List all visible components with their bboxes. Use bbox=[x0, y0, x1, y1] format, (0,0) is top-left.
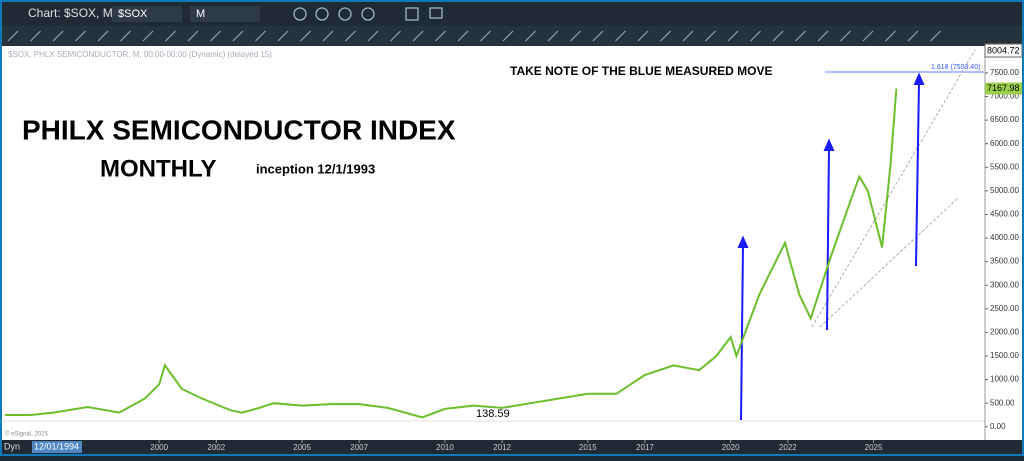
y-tick-label: 3000.00 bbox=[990, 280, 1019, 289]
tool-icon bbox=[750, 30, 761, 42]
tool-icon bbox=[727, 30, 739, 42]
tool-icon bbox=[255, 30, 266, 42]
plot-area bbox=[2, 46, 985, 440]
y-tick-label: 3500.00 bbox=[990, 257, 1019, 266]
cursor-date-box bbox=[32, 441, 82, 453]
tool-icon bbox=[457, 30, 469, 42]
interval-box[interactable] bbox=[190, 6, 260, 22]
tool-icon bbox=[390, 30, 401, 42]
y-tick-label: 1000.00 bbox=[990, 375, 1019, 384]
tool-icon bbox=[165, 30, 176, 42]
x-tick-label: 2017 bbox=[636, 443, 654, 452]
symbol[interactable]: $SOX bbox=[118, 8, 148, 20]
last-price-box bbox=[985, 82, 1022, 95]
y-tick-label: 2000.00 bbox=[990, 328, 1019, 337]
tool-icon bbox=[412, 30, 424, 42]
tool-icon bbox=[885, 30, 896, 42]
x-tick-label: 2010 bbox=[436, 443, 454, 452]
tool-icon bbox=[525, 30, 536, 42]
annotation: TAKE NOTE OF THE BLUE MEASURED MOVE bbox=[510, 64, 772, 78]
price-line bbox=[4, 88, 898, 419]
top-label-box bbox=[984, 43, 1023, 58]
x-tick-label: 2002 bbox=[207, 443, 225, 452]
symbol-box[interactable] bbox=[112, 6, 182, 22]
x-tick-label: 2007 bbox=[350, 443, 368, 452]
window-title: Chart: $SOX, M bbox=[28, 6, 113, 20]
y-tick-label: 6500.00 bbox=[990, 115, 1019, 124]
x-tick-label: 2005 bbox=[293, 443, 311, 452]
chart-subtitle: MONTHLY bbox=[100, 155, 216, 182]
tool-icon bbox=[435, 30, 446, 42]
channel bbox=[811, 49, 976, 328]
tool-icon bbox=[570, 30, 581, 42]
tool-icon bbox=[187, 30, 199, 42]
tool-icon bbox=[232, 30, 244, 42]
tool-icon bbox=[142, 30, 154, 42]
price-axis bbox=[985, 46, 1022, 440]
y-tick-label: 2500.00 bbox=[990, 304, 1019, 313]
fib-label: 1.618 (7503.40) bbox=[931, 64, 980, 71]
time-axis bbox=[2, 440, 1022, 454]
tool-icon bbox=[682, 30, 694, 42]
tool-icon bbox=[97, 30, 109, 42]
tool-icon bbox=[547, 30, 559, 42]
tool-icon bbox=[30, 30, 41, 42]
tool-icon bbox=[840, 30, 851, 42]
chart-header: $SOX, PHLX SEMICONDUCTOR, M, 00:00-00:00… bbox=[8, 50, 272, 59]
chart-title: PHILX SEMICONDUCTOR INDEX bbox=[22, 114, 456, 145]
tool-icon bbox=[930, 30, 941, 42]
tool-icon bbox=[75, 30, 86, 42]
toolbar-icons[interactable] bbox=[293, 7, 443, 21]
measured-moves bbox=[737, 72, 925, 421]
y-tick-label: 1500.00 bbox=[990, 351, 1019, 360]
tool-icon bbox=[772, 30, 784, 42]
y-tick-label: 6000.00 bbox=[990, 139, 1019, 148]
last-price: 7167.98 bbox=[987, 83, 1020, 93]
note: inception 12/1/1993 bbox=[256, 161, 375, 176]
tool-icon bbox=[277, 30, 289, 42]
y-tick-label: 0.00 bbox=[990, 422, 1006, 431]
copyright: © eSignal, 2025 bbox=[5, 431, 48, 438]
tool-icon bbox=[480, 30, 491, 42]
tool-icon bbox=[907, 30, 919, 42]
y-tick-label: 500.00 bbox=[990, 398, 1015, 407]
x-tick-label: 2015 bbox=[579, 443, 597, 452]
cursor-date: 12/01/1994 bbox=[34, 441, 79, 451]
tool-icon bbox=[52, 30, 64, 42]
interval[interactable]: M bbox=[196, 8, 205, 20]
tool-icon bbox=[592, 30, 604, 42]
tool-icon bbox=[637, 30, 649, 42]
tool-icon bbox=[795, 30, 806, 42]
tool-icon bbox=[502, 30, 514, 42]
x-tick-label: 2025 bbox=[865, 443, 883, 452]
low-label: 138.59 bbox=[476, 408, 510, 420]
drawing-tools[interactable] bbox=[7, 30, 941, 42]
tool-icon bbox=[660, 30, 671, 42]
x-tick-label: 2000 bbox=[150, 443, 168, 452]
y-tick-label: 4000.00 bbox=[990, 233, 1019, 242]
y-tick-label: 7000.00 bbox=[990, 92, 1019, 101]
tool-icon bbox=[705, 30, 716, 42]
x-tick-label: 2022 bbox=[779, 443, 797, 452]
y-tick-label: 4500.00 bbox=[990, 210, 1019, 219]
tool-icon bbox=[615, 30, 626, 42]
tool-icon bbox=[862, 30, 874, 42]
tool-icon bbox=[300, 30, 311, 42]
tool-icon bbox=[345, 30, 356, 42]
tool-icon bbox=[7, 30, 19, 42]
x-tick-label: 2012 bbox=[493, 443, 511, 452]
mode[interactable]: Dyn bbox=[4, 441, 20, 451]
tool-icon bbox=[120, 30, 131, 42]
tool-icon bbox=[367, 30, 379, 42]
tool-icon bbox=[817, 30, 829, 42]
drawing-toolbar bbox=[2, 26, 1022, 46]
tool-icon bbox=[210, 30, 221, 42]
y-tick-label: 5500.00 bbox=[990, 162, 1019, 171]
y-tick-label: 7500.00 bbox=[990, 68, 1019, 77]
top-label: 8004.72 bbox=[987, 45, 1020, 55]
tool-icon bbox=[322, 30, 334, 42]
x-tick-label: 2020 bbox=[722, 443, 740, 452]
y-tick-label: 5000.00 bbox=[990, 186, 1019, 195]
